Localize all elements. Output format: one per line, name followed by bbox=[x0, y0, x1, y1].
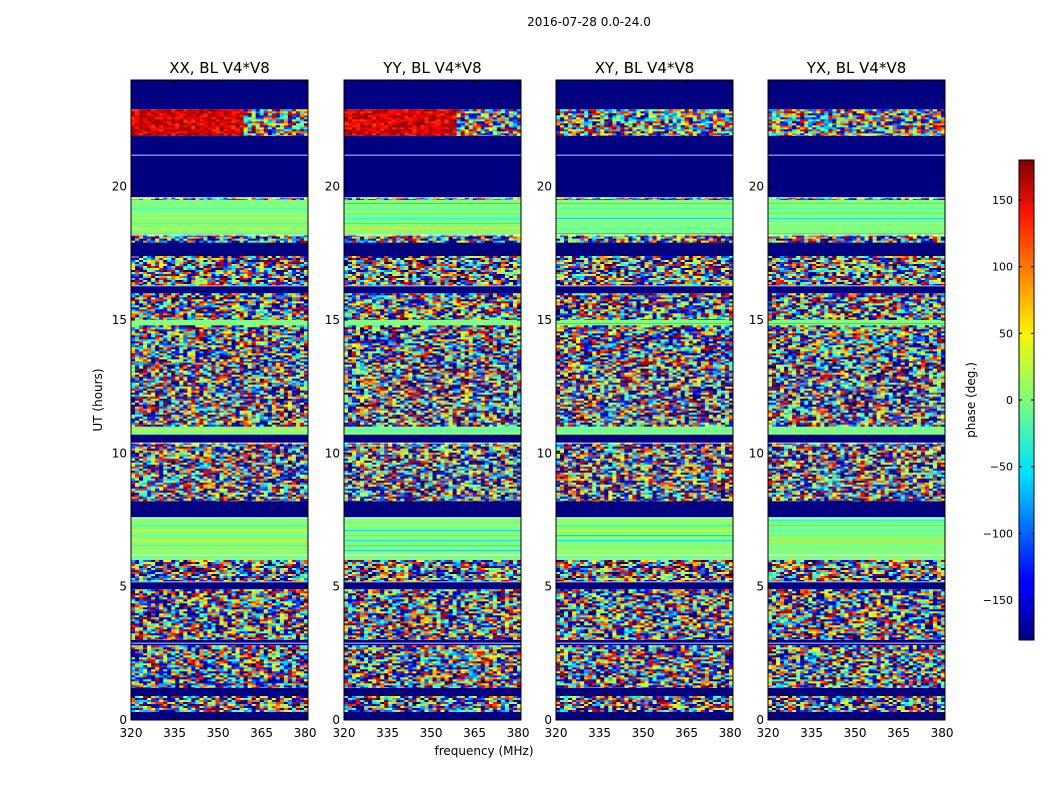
x-tick-label: 335 bbox=[376, 726, 399, 740]
panel-title: YX, BL V4*V8 bbox=[806, 59, 907, 77]
x-tick-label: 320 bbox=[120, 726, 143, 740]
panel-3: YX, BL V4*V8 320 335 350 365 380 0 5 10 15 20 bbox=[749, 59, 954, 740]
panel-frame bbox=[767, 79, 946, 721]
y-tick-label: 0 bbox=[332, 713, 340, 727]
x-axis-label: frequency (MHz) bbox=[434, 744, 533, 758]
y-tick-label: 10 bbox=[325, 446, 340, 460]
y-tick-label: 15 bbox=[749, 313, 764, 327]
panel-title: XY, BL V4*V8 bbox=[595, 59, 695, 77]
y-tick-label: 5 bbox=[119, 580, 127, 594]
panel-frame bbox=[343, 79, 522, 721]
y-tick-label: 20 bbox=[537, 180, 552, 194]
colorbar: 150 100 50 0 −50 −100 −150 phase (deg.) bbox=[964, 159, 1035, 641]
x-tick-label: 350 bbox=[632, 726, 655, 740]
colorbar-tick-label: 50 bbox=[999, 327, 1013, 340]
colorbar-tick-label: −100 bbox=[983, 527, 1013, 540]
panel-frame bbox=[130, 79, 309, 721]
colorbar-tick-label: 150 bbox=[992, 194, 1013, 207]
x-tick-label: 335 bbox=[800, 726, 823, 740]
panel-2: XY, BL V4*V8 320 335 350 365 380 0 5 10 15 20 bbox=[537, 59, 742, 740]
x-tick-label: 335 bbox=[163, 726, 186, 740]
x-tick-label: 380 bbox=[294, 726, 317, 740]
colorbar-tick-label: −50 bbox=[990, 461, 1013, 474]
x-tick-label: 365 bbox=[463, 726, 486, 740]
x-tick-label: 320 bbox=[545, 726, 568, 740]
colorbar-tick-label: 0 bbox=[1006, 394, 1013, 407]
y-tick-label: 15 bbox=[537, 313, 552, 327]
phase-image bbox=[131, 80, 309, 720]
x-tick-label: 365 bbox=[250, 726, 273, 740]
phase-image bbox=[768, 80, 946, 720]
x-tick-label: 380 bbox=[719, 726, 742, 740]
y-tick-label: 0 bbox=[544, 713, 552, 727]
y-tick-label: 10 bbox=[749, 446, 764, 460]
y-axis-label: UT (hours) bbox=[91, 368, 105, 431]
y-tick-label: 5 bbox=[332, 580, 340, 594]
x-tick-label: 365 bbox=[887, 726, 910, 740]
x-tick-label: 350 bbox=[420, 726, 443, 740]
x-tick-label: 350 bbox=[844, 726, 867, 740]
y-tick-label: 5 bbox=[544, 580, 552, 594]
y-tick-label: 20 bbox=[112, 180, 127, 194]
x-tick-label: 320 bbox=[757, 726, 780, 740]
panel-title: YY, BL V4*V8 bbox=[382, 59, 481, 77]
x-tick-label: 335 bbox=[588, 726, 611, 740]
y-tick-label: 5 bbox=[756, 580, 764, 594]
x-tick-label: 350 bbox=[207, 726, 230, 740]
panel-1: YY, BL V4*V8 320 335 350 365 380 0 5 10 15 20 bbox=[325, 59, 530, 740]
figure-title: 2016-07-28 0.0-24.0 bbox=[527, 15, 651, 29]
y-tick-label: 0 bbox=[119, 713, 127, 727]
x-tick-label: 320 bbox=[333, 726, 356, 740]
y-tick-label: 10 bbox=[112, 446, 127, 460]
y-tick-label: 0 bbox=[756, 713, 764, 727]
x-tick-label: 365 bbox=[675, 726, 698, 740]
x-tick-label: 380 bbox=[931, 726, 954, 740]
panel-frame bbox=[555, 79, 734, 721]
y-tick-label: 15 bbox=[112, 313, 127, 327]
y-tick-label: 10 bbox=[537, 446, 552, 460]
panel-title: XX, BL V4*V8 bbox=[169, 59, 270, 77]
y-tick-label: 20 bbox=[325, 180, 340, 194]
colorbar-label: phase (deg.) bbox=[964, 362, 978, 438]
colorbar-tick-label: −150 bbox=[983, 594, 1013, 607]
colorbar-ticks: 150 100 50 0 −50 −100 −150 bbox=[983, 194, 1034, 607]
phase-image bbox=[556, 80, 734, 720]
colorbar-tick-label: 100 bbox=[992, 261, 1013, 274]
phase-image bbox=[344, 80, 522, 720]
x-tick-label: 380 bbox=[507, 726, 530, 740]
y-tick-label: 15 bbox=[325, 313, 340, 327]
y-tick-label: 20 bbox=[749, 180, 764, 194]
panel-0: XX, BL V4*V8 320 335 350 365 380 0 5 10 15 20 bbox=[112, 59, 317, 740]
